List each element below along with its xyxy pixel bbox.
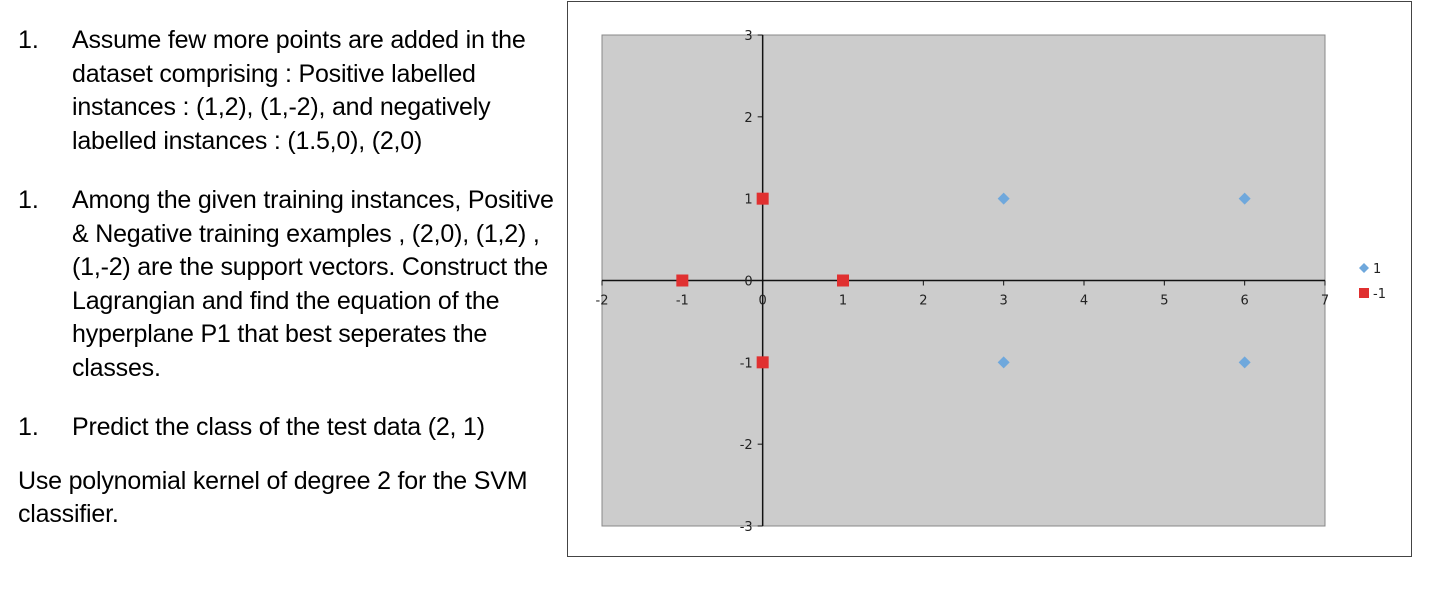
scatter-chart: -2 -1 0 1 2 3 4 5 6 7 -3 -2 -1 0 1 2 3 1 -1 bbox=[596, 29, 1386, 535]
data-point bbox=[1238, 356, 1251, 369]
y-tick-label: 0 bbox=[744, 275, 752, 290]
x-tick-label: 5 bbox=[1160, 294, 1168, 309]
question-number: 1. bbox=[18, 413, 39, 441]
y-tick-label: -1 bbox=[740, 356, 753, 371]
data-point bbox=[837, 274, 849, 287]
question-text: Among the given training instances, Posi… bbox=[72, 186, 554, 382]
question-number: 1. bbox=[18, 26, 39, 54]
chart-frame: -2 -1 0 1 2 3 4 5 6 7 -3 -2 -1 0 1 2 3 1 -1 bbox=[567, 1, 1412, 557]
legend-marker bbox=[1359, 288, 1369, 298]
y-tick-label: 2 bbox=[744, 111, 752, 126]
x-tick-label: 0 bbox=[759, 294, 767, 309]
x-tick-label: 6 bbox=[1241, 294, 1249, 309]
question-item: 1. Assume few more points are added in t… bbox=[18, 24, 558, 158]
y-tick-label: 3 bbox=[744, 29, 752, 44]
data-point bbox=[1238, 192, 1251, 205]
data-point bbox=[676, 274, 689, 287]
x-tick-label: -2 bbox=[596, 294, 609, 309]
y-tick-label: -2 bbox=[740, 438, 753, 453]
question-item: 1. Predict the class of the test data (2… bbox=[18, 411, 558, 445]
question-item: 1. Among the given training instances, P… bbox=[18, 184, 558, 385]
x-tick-label: 3 bbox=[1000, 294, 1008, 309]
x-tick-label: 2 bbox=[919, 294, 927, 309]
legend-marker bbox=[1359, 263, 1369, 273]
question-text: Assume few more points are added in the … bbox=[72, 26, 526, 155]
x-tick-label: -1 bbox=[676, 294, 689, 309]
question-panel: 1. Assume few more points are added in t… bbox=[18, 24, 558, 531]
data-point bbox=[997, 356, 1010, 369]
kernel-note: Use polynomial kernel of degree 2 for th… bbox=[18, 466, 528, 528]
y-tick-label: 1 bbox=[744, 193, 752, 208]
data-point bbox=[997, 192, 1010, 205]
legend-label: 1 bbox=[1373, 262, 1381, 277]
question-text: Predict the class of the test data (2, 1… bbox=[72, 413, 485, 441]
x-tick-label: 1 bbox=[839, 294, 847, 309]
data-point bbox=[756, 192, 769, 205]
x-tick-label: 4 bbox=[1080, 294, 1088, 309]
question-number: 1. bbox=[18, 186, 39, 214]
y-tick-label: -3 bbox=[740, 520, 753, 535]
x-tick-label: 7 bbox=[1321, 294, 1329, 309]
legend-label: -1 bbox=[1373, 287, 1386, 302]
data-point bbox=[756, 356, 769, 369]
